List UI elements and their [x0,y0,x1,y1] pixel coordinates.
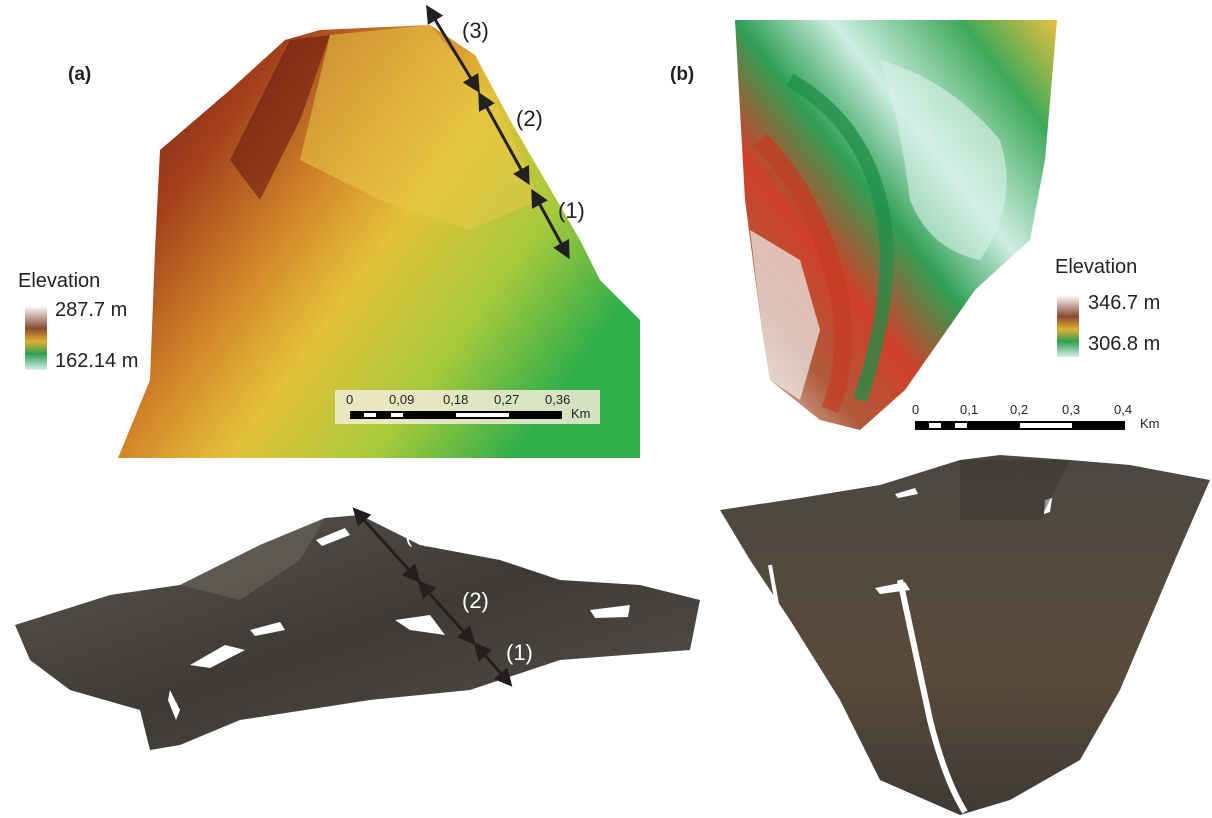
panel-b-label: (b) [670,64,695,85]
profile-photo-2-arrow [417,580,476,645]
photo-a-snow-5 [168,690,180,720]
profile-photo-3-arrow [352,507,421,583]
photo-b-shadow [960,460,1070,520]
scale-b-tick: 0,1 [960,402,979,417]
dem-b-channel-red [753,133,853,414]
dem-b-hillshade [750,230,820,400]
photo-b-snow-1 [875,582,910,594]
photo-b-terrain [720,455,1210,815]
legend-a-max: 287.7 m [55,299,128,321]
legend-b-max: 346.7 m [1088,292,1161,314]
photo-a-snow-4 [590,605,630,618]
legend-a-min: 162.14 m [55,350,139,372]
legend-a-colorbar [25,306,47,370]
scale-a-tick: 0,27 [494,392,520,407]
panel-a-label: (a) [68,64,92,85]
scale-b-tick: 0,2 [1010,402,1029,417]
scale-b-tick: 0,4 [1114,402,1133,417]
photo-a-terrain [15,515,700,750]
scale-a-tick: 0,09 [389,392,415,407]
legend-b-title: Elevation [1055,256,1138,278]
profile-a-3-label: (3) [462,18,489,43]
profile-a-3-arrow [426,4,480,94]
photo-b-snow-2 [895,488,918,498]
scale-b-tick: 0,3 [1062,402,1081,417]
profile-a-2-label: (2) [516,106,543,131]
dem-b-channel-green [786,73,894,403]
scale-a-tick: 0 [346,392,354,407]
scale-b-tick: 0 [912,402,920,417]
scale-a-tick: 0,18 [443,392,469,407]
scale-a-tick: 0,36 [545,392,571,407]
profile-photo-1-label: (1) [506,640,533,665]
photo-a-ridge [180,518,325,600]
dem-a-ridge-shade [230,35,330,200]
profile-photo-1-arrow [473,642,513,687]
legend-b-min: 306.8 m [1088,333,1161,355]
legend-b-colorbar [1057,295,1079,357]
scale-b-unit: Km [1140,416,1160,431]
dem-b-bright-zone [880,60,1007,260]
photo-b-gully-2 [768,564,792,632]
photo-b-gully [897,579,968,814]
profile-photo-3-label: (3) [405,522,432,547]
photo-a-snow-2 [190,645,245,668]
scale-a-unit: Km [571,406,591,421]
profile-a-2-arrow [478,91,530,186]
photo-a-snow-1 [316,528,350,546]
photo-a-snow-6 [250,622,285,636]
profile-a-1-arrow [531,188,570,260]
profile-a-1-label: (1) [558,198,585,223]
profile-photo-2-label: (2) [462,588,489,613]
legend-a-title: Elevation [18,270,101,292]
